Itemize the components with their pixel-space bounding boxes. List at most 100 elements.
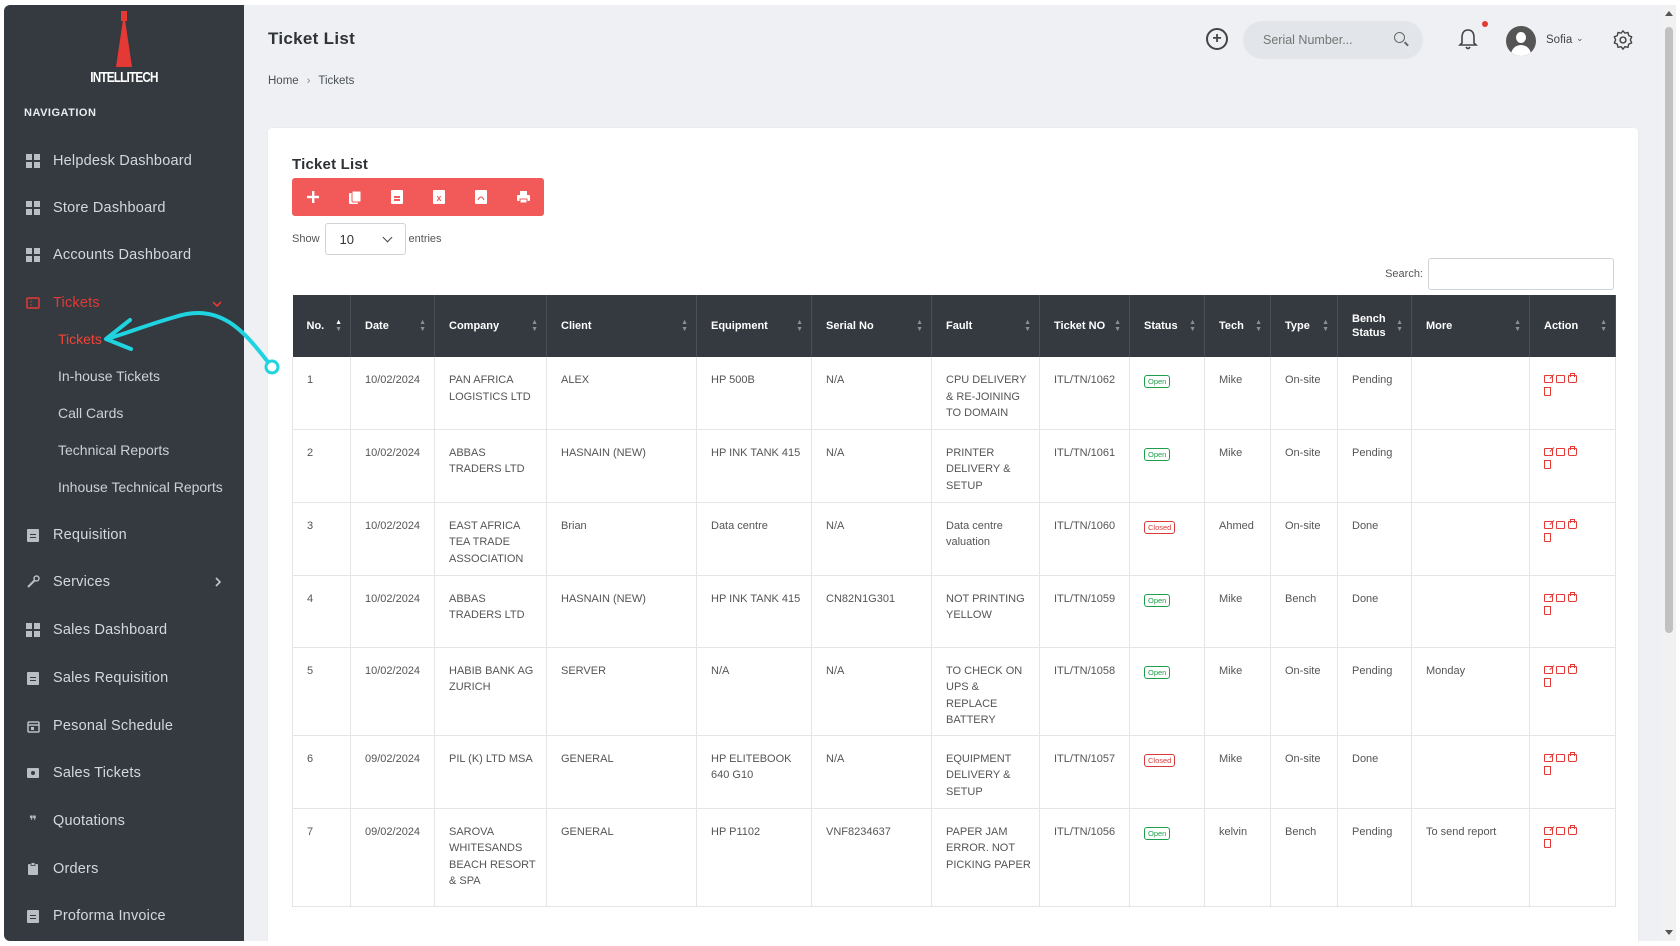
print-icon[interactable] bbox=[1568, 373, 1577, 383]
column-header[interactable]: Fault ▲ ▼ bbox=[931, 295, 1040, 357]
edit-icon[interactable] bbox=[1544, 375, 1553, 383]
edit-icon[interactable] bbox=[1544, 826, 1553, 835]
delete-icon[interactable] bbox=[1544, 765, 1551, 775]
column-header[interactable]: Client ▲ ▼ bbox=[546, 295, 697, 357]
csv-button[interactable] bbox=[376, 178, 418, 216]
column-header[interactable]: Tech ▲ ▼ bbox=[1204, 295, 1271, 357]
print-icon[interactable] bbox=[1568, 751, 1577, 762]
sidebar-item-orders[interactable]: Orders bbox=[4, 849, 244, 889]
print-icon[interactable] bbox=[1568, 518, 1577, 529]
convert-icon[interactable] bbox=[1556, 593, 1565, 602]
column-header[interactable]: Bench Status ▲ ▼ bbox=[1337, 295, 1412, 357]
sidebar-item-quotations[interactable]: ❞ Quotations bbox=[4, 801, 244, 841]
add-circle-icon[interactable]: + bbox=[1206, 28, 1228, 50]
table-row[interactable]: 7 09/02/2024 SAROVA WHITESANDS BEACH RESOR… bbox=[292, 808, 1616, 907]
table-row[interactable]: 5 10/02/2024 HABIB BANK AG ZURICH SERVER N/A… bbox=[292, 647, 1616, 736]
user-name[interactable]: Sofia bbox=[1546, 34, 1573, 46]
submenu-item-technical-reports[interactable]: Technical Reports bbox=[58, 442, 170, 458]
delete-icon[interactable] bbox=[1544, 838, 1551, 848]
sidebar-item-label: Accounts Dashboard bbox=[53, 247, 192, 263]
edit-icon[interactable] bbox=[1544, 753, 1553, 762]
delete-icon[interactable] bbox=[1544, 459, 1551, 469]
sidebar-item-sales-tickets[interactable]: Sales Tickets bbox=[4, 753, 244, 793]
table-search-input[interactable] bbox=[1428, 258, 1614, 290]
print-icon[interactable] bbox=[1568, 824, 1577, 835]
cell-date: 10/02/2024 bbox=[350, 575, 435, 648]
submenu-item-inhouse-tickets[interactable]: In-house Tickets bbox=[58, 368, 160, 384]
edit-icon[interactable] bbox=[1544, 447, 1553, 456]
submenu-item-call-cards[interactable]: Call Cards bbox=[58, 405, 124, 421]
status-badge: Open bbox=[1144, 826, 1171, 840]
convert-icon[interactable] bbox=[1556, 665, 1565, 674]
ticket-icon bbox=[26, 296, 40, 310]
column-header[interactable]: Status ▲ ▼ bbox=[1129, 295, 1205, 357]
entries-select[interactable]: 10 bbox=[324, 223, 406, 255]
print-icon[interactable] bbox=[1568, 445, 1577, 456]
table-row[interactable]: 2 10/02/2024 ABBAS TRADERS LTD HASNAIN (NEW… bbox=[292, 429, 1616, 503]
convert-icon[interactable] bbox=[1556, 753, 1565, 762]
brand-logo[interactable]: INTELLITECH bbox=[4, 11, 244, 89]
sidebar-item-personal-schedule[interactable]: Pesonal Schedule bbox=[4, 706, 244, 746]
delete-icon[interactable] bbox=[1544, 387, 1551, 396]
column-header[interactable]: Company ▲ ▼ bbox=[434, 295, 547, 357]
column-header[interactable]: No. ▲ ▼ bbox=[292, 295, 351, 357]
sidebar-item-requisition[interactable]: Requisition bbox=[4, 515, 244, 555]
convert-icon[interactable] bbox=[1556, 826, 1565, 835]
delete-icon[interactable] bbox=[1544, 677, 1551, 687]
cell-tech: Mike bbox=[1204, 429, 1271, 503]
column-header[interactable]: More ▲ ▼ bbox=[1411, 295, 1530, 357]
edit-icon[interactable] bbox=[1544, 665, 1553, 674]
chevron-down-icon[interactable]: ⌄ bbox=[1576, 33, 1584, 43]
table-row[interactable]: 4 10/02/2024 ABBAS TRADERS LTD HASNAIN (NEW… bbox=[292, 575, 1616, 648]
scroll-thumb[interactable] bbox=[1665, 27, 1673, 633]
column-header[interactable]: Action ▲ ▼ bbox=[1529, 295, 1616, 357]
sidebar-item-tickets[interactable]: Tickets bbox=[4, 283, 244, 323]
serial-search-input[interactable] bbox=[1263, 33, 1383, 47]
delete-icon[interactable] bbox=[1544, 605, 1551, 615]
column-header[interactable]: Type ▲ ▼ bbox=[1270, 295, 1338, 357]
table-row[interactable]: 3 10/02/2024 EAST AFRICA TEA TRADE ASSOCIA… bbox=[292, 502, 1616, 576]
scroll-up-icon[interactable] bbox=[1665, 11, 1673, 16]
sidebar-item-services[interactable]: Services bbox=[4, 562, 244, 602]
sidebar-item-helpdesk-dashboard[interactable]: Helpdesk Dashboard bbox=[4, 141, 244, 181]
edit-icon[interactable] bbox=[1544, 593, 1553, 602]
column-header[interactable]: Ticket NO ▲ ▼ bbox=[1039, 295, 1130, 357]
sidebar-item-sales-requisition[interactable]: Sales Requisition bbox=[4, 658, 244, 698]
search-icon[interactable] bbox=[1394, 32, 1405, 43]
submenu-item-tickets[interactable]: Tickets bbox=[58, 331, 102, 347]
sidebar-item-sales-dashboard[interactable]: Sales Dashboard bbox=[4, 610, 244, 650]
sidebar-item-store-dashboard[interactable]: Store Dashboard bbox=[4, 188, 244, 228]
scrollbar[interactable] bbox=[1662, 5, 1676, 941]
table-row[interactable]: 6 09/02/2024 PIL (K) LTD MSA GENERAL HP ELIT… bbox=[292, 735, 1616, 809]
convert-icon[interactable] bbox=[1556, 375, 1565, 383]
convert-icon[interactable] bbox=[1556, 520, 1565, 529]
column-header[interactable]: Serial No ▲ ▼ bbox=[811, 295, 932, 357]
print-icon[interactable] bbox=[1568, 663, 1577, 674]
cell-type: Bench bbox=[1270, 808, 1338, 907]
print-icon[interactable] bbox=[1568, 591, 1577, 602]
table-row[interactable]: 1 10/02/2024 PAN AFRICA LOGISTICS LTD ALEX H… bbox=[292, 357, 1616, 430]
excel-button[interactable]: x bbox=[418, 178, 460, 216]
column-header[interactable]: Equipment ▲ ▼ bbox=[696, 295, 812, 357]
bell-icon[interactable] bbox=[1458, 27, 1478, 51]
sidebar-item-accounts-dashboard[interactable]: Accounts Dashboard bbox=[4, 235, 244, 275]
cell-equipment: N/A bbox=[696, 647, 812, 736]
scroll-down-icon[interactable] bbox=[1665, 930, 1673, 935]
pdf-button[interactable] bbox=[460, 178, 502, 216]
copy-button[interactable] bbox=[334, 178, 376, 216]
delete-icon[interactable] bbox=[1544, 532, 1551, 542]
avatar[interactable] bbox=[1506, 26, 1536, 56]
column-header[interactable]: Date ▲ ▼ bbox=[350, 295, 435, 357]
print-button[interactable] bbox=[502, 178, 544, 216]
submenu-item-inhouse-technical-reports[interactable]: Inhouse Technical Reports bbox=[58, 479, 223, 495]
edit-icon[interactable] bbox=[1544, 520, 1553, 529]
convert-icon[interactable] bbox=[1556, 447, 1565, 456]
add-button[interactable] bbox=[292, 178, 334, 216]
sidebar-item-proforma-invoice[interactable]: Proforma Invoice bbox=[4, 896, 244, 936]
cell-action bbox=[1529, 502, 1616, 576]
cell-action bbox=[1529, 429, 1616, 503]
cell-ticket: ITL/TN/1058 bbox=[1039, 647, 1130, 736]
breadcrumb-home[interactable]: Home bbox=[268, 75, 299, 87]
gear-icon[interactable] bbox=[1612, 29, 1634, 51]
status-badge: Open bbox=[1144, 593, 1171, 607]
